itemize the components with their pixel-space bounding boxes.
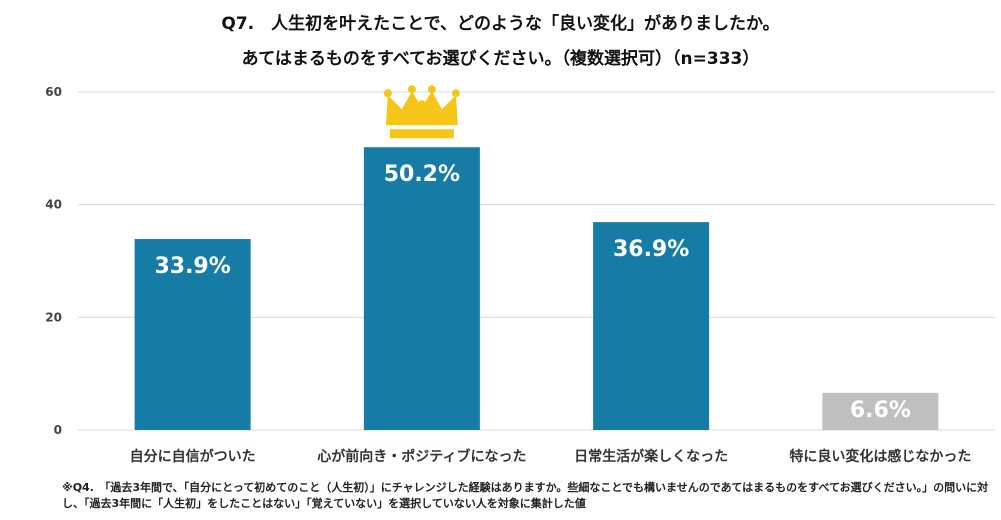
y-tick-label: 20 <box>45 310 62 324</box>
crown-icon <box>383 85 460 139</box>
bar <box>134 239 251 430</box>
category-label: 自分に自信がついた <box>130 448 256 465</box>
y-tick-label: 0 <box>54 423 62 437</box>
bar <box>822 392 939 430</box>
category-label: 心が前向き・ポジティブになった <box>317 448 526 465</box>
chart-subtitle: あてはまるものをすべてお選びください。（複数選択可）（n=333） <box>241 49 760 69</box>
bar <box>363 147 480 430</box>
footnote: ※Q4. 「過去3年間で、「自分にとって初めてのこと（人生初）」にチャレンジした… <box>62 481 989 510</box>
data-label: 36.9% <box>613 237 689 262</box>
bar-chart: 0 20 40 60 33.9% 自分に自信がついた 50.2% 心が前向き・ポジティブになっ… <box>45 85 995 465</box>
labels: 0 20 40 60 33.9% 自分に自信がついた 50.2% 心が前向き・ポジティブになっ… <box>45 85 971 465</box>
y-tick-label: 60 <box>45 85 62 99</box>
y-tick-label: 40 <box>45 198 62 212</box>
data-label: 6.6% <box>850 398 911 423</box>
bar <box>593 222 710 430</box>
category-label: 日常生活が楽しくなった <box>574 448 728 465</box>
data-label: 33.9% <box>154 254 230 279</box>
chart-title: Q7. 人生初を叶えたことで、どのような「良い変化」がありましたか。 <box>221 14 780 34</box>
category-label: 特に良い変化は感じなかった <box>789 448 971 465</box>
bars <box>134 147 939 430</box>
data-label: 50.2% <box>384 162 460 187</box>
